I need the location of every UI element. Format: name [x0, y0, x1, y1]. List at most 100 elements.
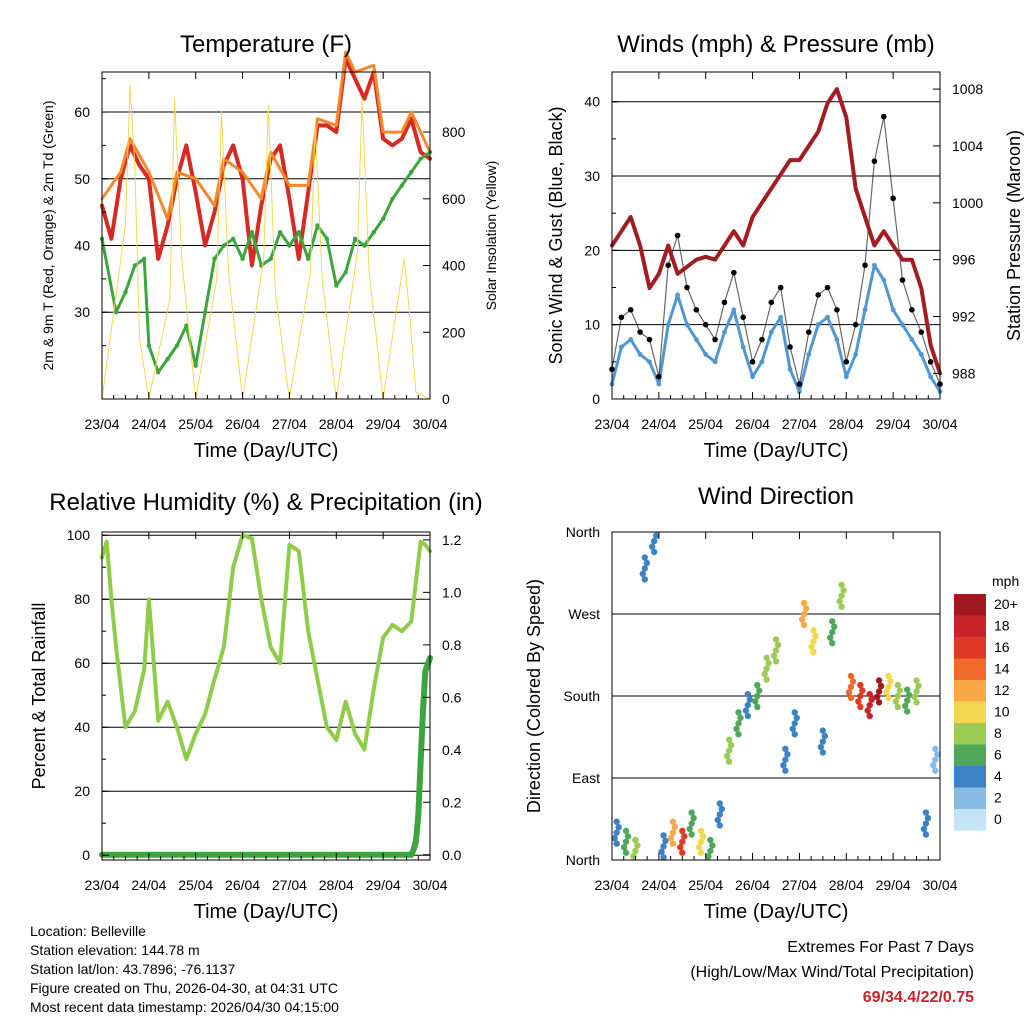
direction-point: [763, 654, 770, 661]
legend-unit: mph: [992, 573, 1019, 589]
x-tick-label: 27/04: [272, 877, 307, 893]
direction-point: [784, 751, 791, 758]
x-tick-label: 24/04: [641, 877, 676, 893]
x-tick-label: 27/04: [272, 416, 307, 432]
direction-point: [922, 820, 930, 827]
station-latlon: Station lat/lon: 43.7896; -76.1137: [30, 961, 236, 977]
plot-frame: [101, 531, 431, 861]
direction-point: [765, 660, 772, 667]
y-tick-label: 40: [74, 719, 90, 735]
direction-point: [744, 690, 752, 698]
y-tick-label: West: [568, 606, 600, 622]
chart-title: Winds (mph) & Pressure (mb): [617, 31, 934, 58]
extremes-title: Extremes For Past 7 Days: [787, 939, 974, 956]
series-point-green: [399, 183, 405, 188]
direction-point: [613, 818, 620, 825]
x-tick-label: 30/04: [922, 416, 957, 432]
y-tick-label: 20: [74, 783, 90, 799]
legend-label: 4: [994, 768, 1002, 784]
y-right-tick-label: 996: [952, 252, 976, 268]
direction-point: [810, 627, 817, 634]
legend-swatch: [954, 658, 986, 680]
direction-point: [817, 743, 825, 751]
y-axis-label: Sonic Wind & Gust (Blue, Black): [546, 106, 566, 364]
direction-point: [641, 554, 648, 561]
legend-label: 2: [994, 790, 1002, 806]
recent-timestamp: Most recent data timestamp: 2026/04/30 0…: [30, 999, 339, 1015]
direction-point: [725, 736, 733, 743]
direction-point: [913, 699, 920, 706]
x-tick-label: 25/04: [688, 877, 723, 893]
direction-point: [620, 844, 628, 851]
direction-point: [793, 714, 800, 722]
direction-point: [770, 652, 778, 660]
direction-point: [688, 831, 695, 838]
series-point-green: [240, 256, 245, 262]
x-tick-label: 29/04: [366, 416, 401, 432]
y-tick-label: 0: [592, 391, 600, 407]
direction-point: [725, 758, 733, 765]
direction-point: [615, 824, 622, 831]
x-tick-label: 30/04: [412, 416, 447, 432]
direction-point: [920, 825, 928, 833]
direction-point: [613, 829, 620, 836]
direction-point: [827, 634, 834, 641]
direction-point: [679, 838, 686, 845]
y-axis-label: Direction (Colored By Speed): [524, 579, 544, 813]
direction-point: [677, 844, 684, 851]
direction-point: [875, 688, 883, 695]
direction-point: [669, 818, 677, 825]
direction-point: [727, 742, 735, 749]
x-tick-label: 23/04: [594, 416, 629, 432]
series-point-green: [418, 156, 423, 161]
direction-point: [904, 708, 911, 715]
x-tick-label: 24/04: [641, 416, 676, 432]
series-line-maroon: [610, 87, 942, 376]
series-point-green: [324, 236, 330, 242]
direction-point: [791, 720, 798, 727]
direction-point: [887, 678, 894, 685]
direction-point: [632, 847, 639, 855]
series-point-green: [193, 363, 198, 368]
direction-point: [915, 682, 922, 690]
direction-point: [913, 677, 920, 684]
legend-swatch: [954, 723, 986, 745]
x-axis-label: Time (Day/UTC): [704, 901, 849, 923]
x-tick-label: 28/04: [319, 877, 354, 893]
x-tick-label: 29/04: [876, 877, 911, 893]
series-line-orange: [100, 50, 432, 221]
x-tick-label: 23/04: [594, 877, 629, 893]
direction-point: [746, 696, 754, 703]
direction-point: [924, 814, 932, 822]
direction-point: [742, 707, 750, 714]
direction-point: [658, 848, 665, 855]
direction-point: [695, 844, 703, 851]
direction-point: [930, 762, 937, 769]
direction-point: [857, 681, 864, 689]
legend-swatch: [954, 766, 986, 788]
direction-point: [847, 672, 855, 680]
direction-point: [772, 636, 780, 643]
direction-point: [660, 843, 667, 850]
series-point-green: [249, 229, 255, 235]
direction-point: [819, 727, 827, 734]
series-point-green: [231, 236, 236, 242]
direction-point: [679, 827, 686, 835]
direction-point: [735, 731, 742, 738]
legend-label: 6: [994, 747, 1002, 763]
x-tick-label: 23/04: [84, 877, 119, 893]
series-point-green: [287, 243, 292, 248]
y-right-tick-label: 0.2: [442, 794, 462, 810]
series-line-green: [100, 150, 432, 374]
direction-point: [754, 692, 761, 700]
figure-created: Figure created on Thu, 2026-04-30, at 04…: [30, 980, 338, 996]
y-tick-label: 50: [74, 171, 90, 187]
legend-swatch: [954, 701, 986, 723]
direction-point: [808, 643, 815, 650]
direction-point: [922, 831, 930, 838]
y-right-tick-label: 800: [442, 124, 466, 140]
legend-label: 16: [994, 639, 1010, 655]
direction-point: [885, 694, 892, 702]
y-tick-label: North: [566, 524, 600, 540]
x-tick-label: 28/04: [319, 416, 354, 432]
